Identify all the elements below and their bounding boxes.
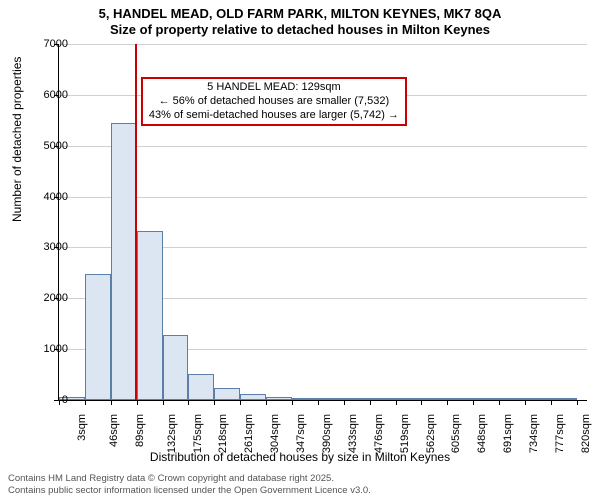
histogram-bar xyxy=(137,231,163,400)
property-marker-line xyxy=(135,44,137,400)
xtick-mark xyxy=(577,400,578,405)
xtick-label: 476sqm xyxy=(373,414,385,453)
xtick-mark xyxy=(473,400,474,405)
y-axis-label: Number of detached properties xyxy=(10,57,24,222)
xtick-mark xyxy=(240,400,241,405)
histogram-bar xyxy=(214,388,240,400)
footer-attribution: Contains HM Land Registry data © Crown c… xyxy=(8,473,371,496)
xtick-mark xyxy=(447,400,448,405)
histogram-bar xyxy=(163,335,189,400)
xtick-label: 46sqm xyxy=(108,414,120,447)
annotation-line2: ← 56% of detached houses are smaller (7,… xyxy=(149,95,399,109)
xtick-mark xyxy=(396,400,397,405)
chart-title-line2: Size of property relative to detached ho… xyxy=(0,22,600,38)
xtick-label: 519sqm xyxy=(399,414,411,453)
xtick-label: 304sqm xyxy=(269,414,281,453)
histogram-bar xyxy=(266,397,292,400)
xtick-label: 691sqm xyxy=(502,414,514,453)
xtick-mark xyxy=(163,400,164,405)
histogram-bar xyxy=(344,398,370,400)
histogram-bar xyxy=(111,123,137,400)
xtick-label: 132sqm xyxy=(166,414,178,453)
histogram-bar xyxy=(473,398,499,400)
xtick-label: 3sqm xyxy=(76,414,88,441)
xtick-mark xyxy=(318,400,319,405)
plot-area: 5 HANDEL MEAD: 129sqm← 56% of detached h… xyxy=(58,44,587,401)
chart-title-line1: 5, HANDEL MEAD, OLD FARM PARK, MILTON KE… xyxy=(0,0,600,22)
xtick-mark xyxy=(188,400,189,405)
histogram-bar xyxy=(447,398,473,400)
footer-line2: Contains public sector information licen… xyxy=(8,485,371,496)
chart-container: 5, HANDEL MEAD, OLD FARM PARK, MILTON KE… xyxy=(0,0,600,500)
annotation-line3: 43% of semi-detached houses are larger (… xyxy=(149,109,399,123)
xtick-label: 433sqm xyxy=(347,414,359,453)
xtick-mark xyxy=(421,400,422,405)
xtick-label: 390sqm xyxy=(321,414,333,453)
gridline xyxy=(59,197,587,198)
xtick-label: 734sqm xyxy=(528,414,540,453)
annotation-line1: 5 HANDEL MEAD: 129sqm xyxy=(149,81,399,95)
histogram-bar xyxy=(396,398,422,400)
gridline xyxy=(59,146,587,147)
ytick-label: 6000 xyxy=(28,89,68,101)
ytick-label: 0 xyxy=(28,394,68,406)
xtick-mark xyxy=(344,400,345,405)
ytick-label: 2000 xyxy=(28,292,68,304)
ytick-label: 1000 xyxy=(28,343,68,355)
xtick-mark xyxy=(499,400,500,405)
gridline xyxy=(59,44,587,45)
annotation-box: 5 HANDEL MEAD: 129sqm← 56% of detached h… xyxy=(141,77,407,126)
histogram-bar xyxy=(499,398,525,400)
histogram-bar xyxy=(421,398,447,400)
xtick-label: 89sqm xyxy=(134,414,146,447)
histogram-bar xyxy=(188,374,214,400)
xtick-mark xyxy=(525,400,526,405)
ytick-label: 7000 xyxy=(28,38,68,50)
histogram-bar xyxy=(318,398,344,400)
xtick-label: 562sqm xyxy=(425,414,437,453)
ytick-label: 4000 xyxy=(28,191,68,203)
xtick-mark xyxy=(292,400,293,405)
ytick-label: 5000 xyxy=(28,140,68,152)
ytick-label: 3000 xyxy=(28,241,68,253)
histogram-bar xyxy=(525,398,551,400)
xtick-label: 218sqm xyxy=(218,414,230,453)
xtick-mark xyxy=(266,400,267,405)
xtick-label: 175sqm xyxy=(192,414,204,453)
xtick-mark xyxy=(85,400,86,405)
histogram-bar xyxy=(85,274,111,400)
xtick-mark xyxy=(137,400,138,405)
footer-line1: Contains HM Land Registry data © Crown c… xyxy=(8,473,371,484)
histogram-bar xyxy=(240,394,266,400)
xtick-label: 777sqm xyxy=(554,414,566,453)
xtick-label: 648sqm xyxy=(476,414,488,453)
histogram-bar xyxy=(370,398,396,400)
xtick-label: 261sqm xyxy=(243,414,255,453)
xtick-mark xyxy=(370,400,371,405)
xtick-label: 820sqm xyxy=(580,414,592,453)
xtick-mark xyxy=(551,400,552,405)
histogram-bar xyxy=(551,398,577,400)
xtick-mark xyxy=(111,400,112,405)
histogram-bar xyxy=(292,398,318,400)
xtick-label: 347sqm xyxy=(295,414,307,453)
xtick-label: 605sqm xyxy=(451,414,463,453)
xtick-mark xyxy=(214,400,215,405)
